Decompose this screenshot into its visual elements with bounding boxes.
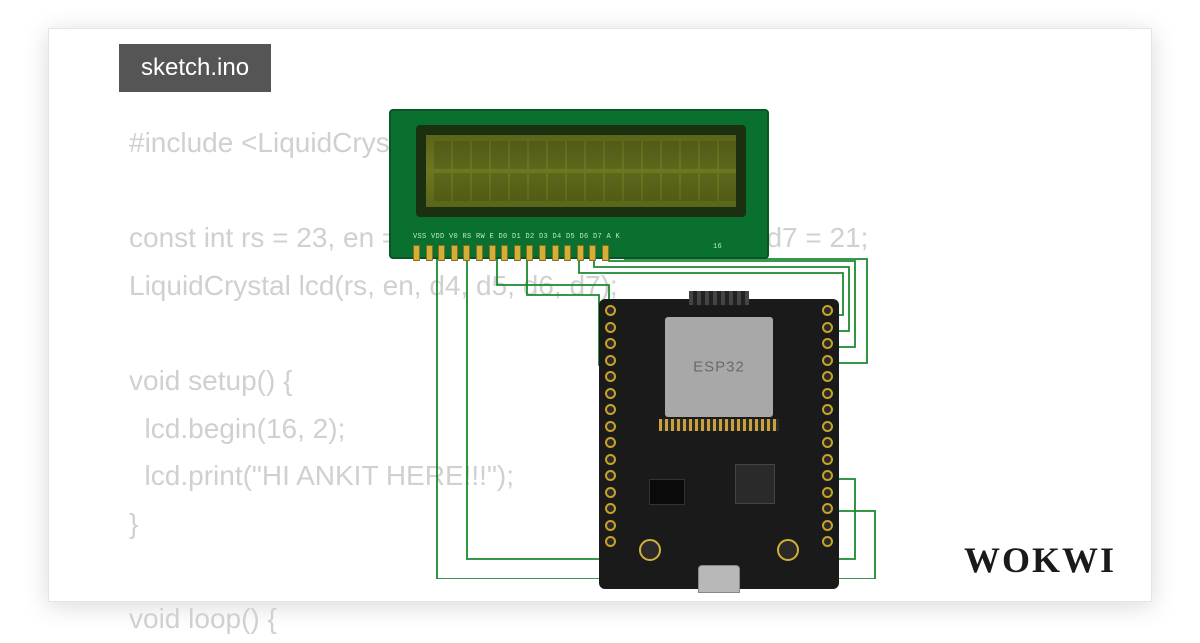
esp32-pin-hole xyxy=(822,355,833,366)
lcd-char-cell xyxy=(491,141,508,169)
lcd-char-cell xyxy=(643,173,660,201)
lcd-pin xyxy=(413,245,420,261)
esp32-pin-hole xyxy=(605,421,616,432)
lcd-pin xyxy=(564,245,571,261)
esp32-pin-hole xyxy=(605,487,616,498)
esp32-pin-hole xyxy=(822,454,833,465)
esp32-pin-hole xyxy=(605,388,616,399)
lcd-pin xyxy=(426,245,433,261)
filename-tab[interactable]: sketch.ino xyxy=(119,44,271,92)
lcd-pin xyxy=(501,245,508,261)
lcd-char-cell xyxy=(529,141,546,169)
esp32-pin-hole xyxy=(822,388,833,399)
lcd-pin xyxy=(602,245,609,261)
esp32-pin-hole xyxy=(605,520,616,531)
esp32-pin-hole xyxy=(822,421,833,432)
lcd-pin xyxy=(476,245,483,261)
esp32-pin-hole xyxy=(605,371,616,382)
lcd-char-cell xyxy=(510,173,527,201)
lcd-char-cell xyxy=(567,173,584,201)
lcd-pin xyxy=(463,245,470,261)
lcd-char-cell xyxy=(510,141,527,169)
lcd-char-cell xyxy=(472,141,489,169)
lcd-pin xyxy=(451,245,458,261)
lcd-pin-labels: VSS VDD V0 RS RW E D0 D1 D2 D3 D4 D5 D6 … xyxy=(413,233,620,241)
lcd-char-cell xyxy=(548,173,565,201)
lcd-char-cell xyxy=(434,173,451,201)
lcd-char-cell xyxy=(586,173,603,201)
esp32-pin-hole xyxy=(605,454,616,465)
esp32-pins-left xyxy=(605,305,616,547)
esp32-pin-hole xyxy=(822,520,833,531)
editor-card: sketch.ino #include <LiquidCrystal.h> co… xyxy=(48,28,1152,602)
lcd-pin xyxy=(589,245,596,261)
lcd-char-cell xyxy=(472,173,489,201)
lcd-pin xyxy=(552,245,559,261)
esp32-pins-right xyxy=(822,305,833,547)
lcd-char-cell xyxy=(624,173,641,201)
lcd-char-cell xyxy=(434,141,451,169)
lcd-char-cell xyxy=(662,141,679,169)
esp32-pin-hole xyxy=(822,322,833,333)
lcd-char-cell xyxy=(548,141,565,169)
lcd-pin xyxy=(489,245,496,261)
esp32-pin-hole xyxy=(605,536,616,547)
esp32-pin-hole xyxy=(822,503,833,514)
lcd-char-cell xyxy=(662,173,679,201)
esp32-boot-button[interactable] xyxy=(639,539,661,561)
esp32-pin-hole xyxy=(822,487,833,498)
lcd1602-board[interactable]: VSS VDD V0 RS RW E D0 D1 D2 D3 D4 D5 D6 … xyxy=(389,109,769,259)
lcd-char-cell xyxy=(700,173,717,201)
esp32-pin-hole xyxy=(822,371,833,382)
lcd-pin-row xyxy=(413,245,609,261)
lcd-pin xyxy=(438,245,445,261)
esp32-regulator xyxy=(649,479,685,505)
lcd-char-cell xyxy=(719,141,736,169)
esp32-pin-hole xyxy=(605,355,616,366)
esp32-pin-hole xyxy=(605,437,616,448)
esp32-mcu-chip xyxy=(735,464,775,504)
lcd-char-cell xyxy=(453,141,470,169)
esp32-pin-hole xyxy=(822,305,833,316)
esp32-pin-hole xyxy=(822,470,833,481)
esp32-en-button[interactable] xyxy=(777,539,799,561)
esp32-board[interactable] xyxy=(599,299,839,589)
lcd-char-cell xyxy=(719,173,736,201)
lcd-char-cell xyxy=(681,173,698,201)
lcd-pin xyxy=(526,245,533,261)
esp32-pin-hole xyxy=(605,322,616,333)
esp32-pin-hole xyxy=(822,536,833,547)
esp32-antenna xyxy=(689,291,749,305)
esp32-pin-hole xyxy=(605,503,616,514)
lcd-char-cell xyxy=(624,141,641,169)
lcd-screen xyxy=(416,125,746,217)
esp32-pin-hole xyxy=(822,404,833,415)
lcd-char-cell xyxy=(453,173,470,201)
circuit-diagram: VSS VDD V0 RS RW E D0 D1 D2 D3 D4 D5 D6 … xyxy=(369,109,989,579)
esp32-pin-hole xyxy=(605,338,616,349)
esp32-usb-port xyxy=(698,565,740,593)
esp32-pin-hole xyxy=(822,338,833,349)
lcd-pin xyxy=(514,245,521,261)
esp32-pin-hole xyxy=(822,437,833,448)
lcd-pin xyxy=(577,245,584,261)
esp32-pin-hole xyxy=(605,305,616,316)
esp32-shield xyxy=(665,317,773,417)
lcd-char-cell xyxy=(681,141,698,169)
esp32-pin-hole xyxy=(605,470,616,481)
lcd-char-cell xyxy=(700,141,717,169)
lcd-char-cell xyxy=(491,173,508,201)
lcd-pin xyxy=(539,245,546,261)
esp32-shield-pins xyxy=(659,419,779,431)
lcd-char-cell xyxy=(586,141,603,169)
lcd-char-cell xyxy=(567,141,584,169)
lcd-char-cell xyxy=(643,141,660,169)
lcd-char-cell xyxy=(605,141,622,169)
lcd-char-cell xyxy=(605,173,622,201)
lcd-char-cell xyxy=(529,173,546,201)
esp32-pin-hole xyxy=(605,404,616,415)
wokwi-logo: WOKWI xyxy=(964,539,1116,581)
